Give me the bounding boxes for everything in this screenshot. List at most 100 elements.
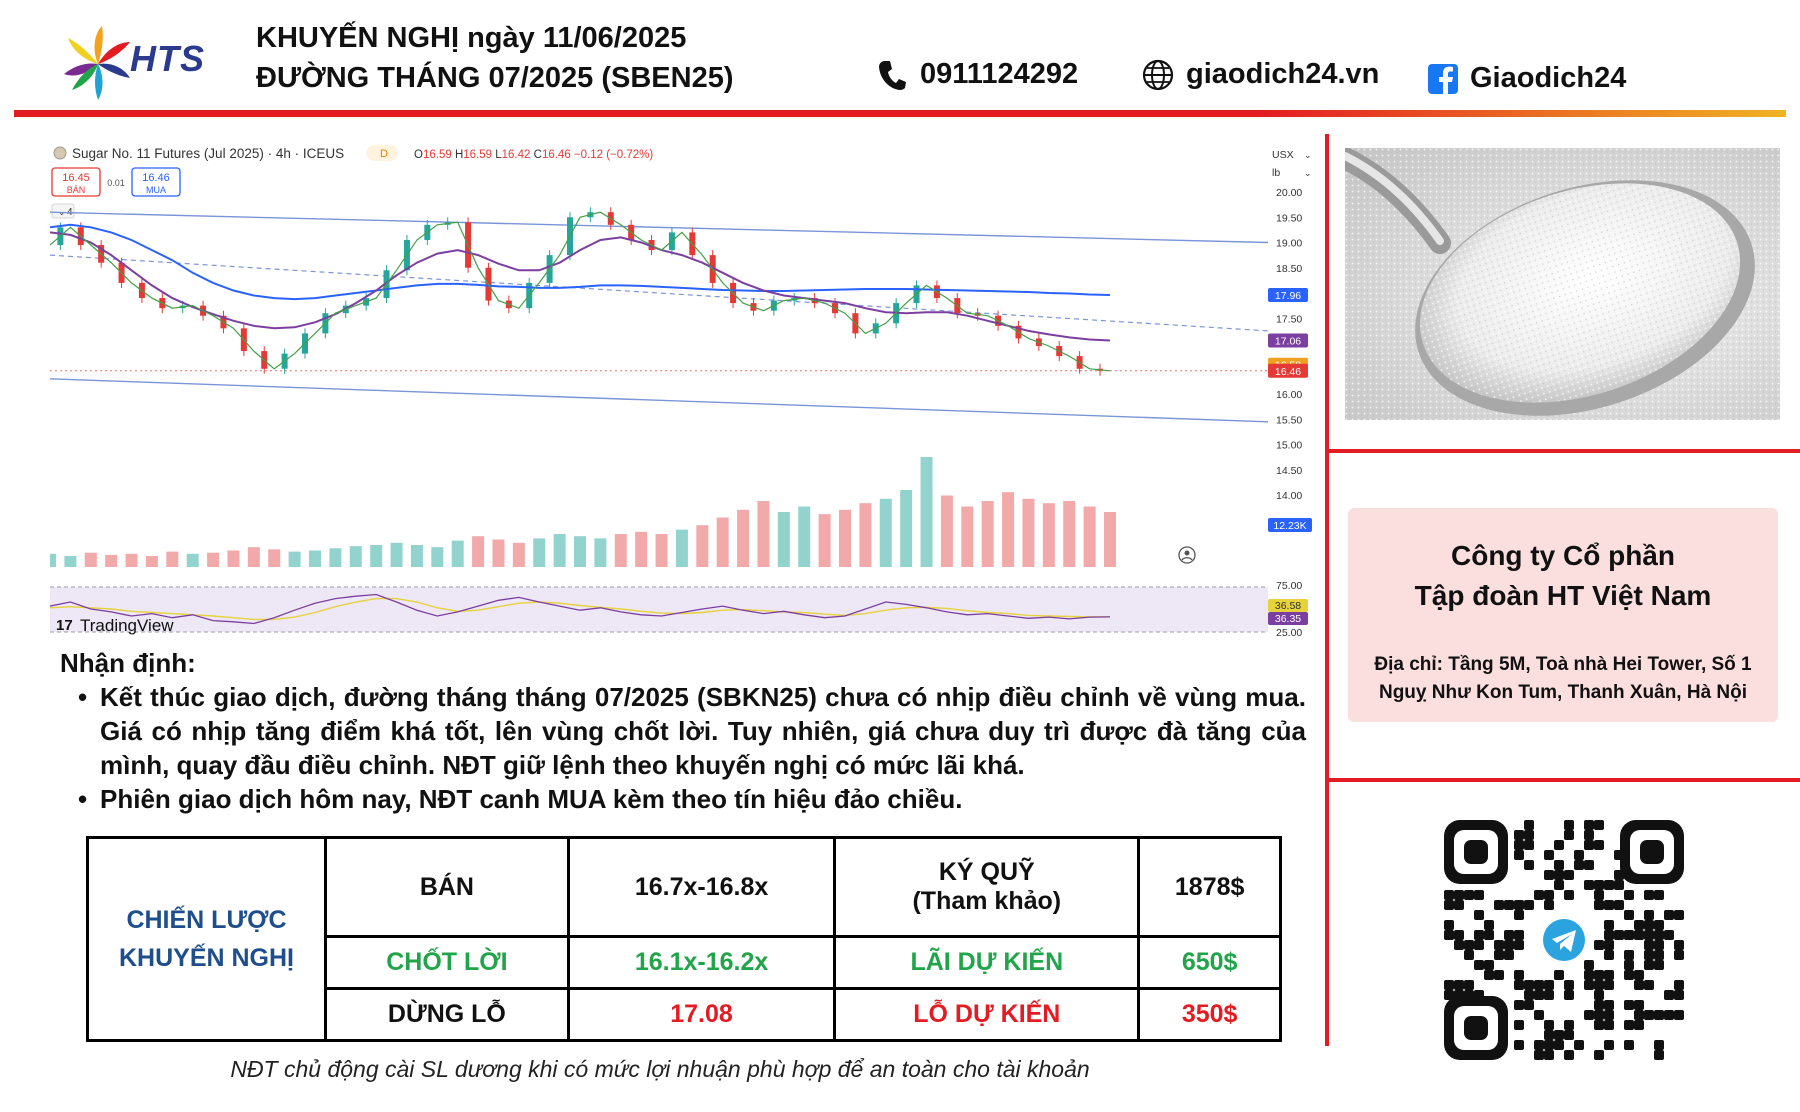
chart-svg: Sugar No. 11 Futures (Jul 2025) · 4h · I… — [50, 140, 1318, 636]
qr-cell — [1604, 950, 1614, 960]
qr-cell — [1544, 1040, 1554, 1050]
volume-bar — [777, 512, 790, 567]
qr-cell — [1474, 930, 1484, 940]
qr-cell — [1544, 1050, 1554, 1060]
qr-cell — [1624, 1020, 1634, 1030]
qr-cell — [1464, 950, 1474, 960]
rsi-tag-label: 36.35 — [1275, 613, 1301, 625]
volume-bar — [879, 498, 892, 567]
volume-bar — [309, 550, 321, 567]
chevron-down-icon: ⌄ — [1304, 169, 1312, 179]
expected-profit-amount-cell: 650$ — [1137, 935, 1282, 991]
phone-icon — [879, 60, 906, 90]
buy-box[interactable]: 16.46 MUA — [131, 167, 181, 197]
currency-selector[interactable]: USX — [1272, 149, 1294, 161]
qr-cell — [1524, 1000, 1534, 1010]
qr-cell — [1514, 1020, 1524, 1030]
contact-website[interactable]: giaodich24.vn — [1142, 58, 1379, 91]
channel-upper-line — [50, 211, 1269, 244]
price-lines — [50, 207, 1111, 376]
margin-label: KÝ QUỸ — [938, 858, 1035, 887]
qr-cell — [1594, 890, 1604, 900]
bullet-dot: • — [78, 784, 88, 814]
qr-cell — [1644, 940, 1654, 950]
ohlc-low: 16.42 — [502, 149, 531, 161]
qr-cell — [1484, 970, 1494, 980]
company-name-line2: Tập đoàn HT Việt Nam — [1414, 580, 1712, 611]
qr-cell — [1664, 930, 1674, 940]
contact-phone[interactable]: 0911124292 — [878, 58, 1078, 91]
qr-cell — [1514, 1040, 1524, 1050]
analysis-bullet: • Phiên giao dịch hôm nay, NĐT canh MUA … — [78, 782, 1306, 816]
volume-bar — [920, 457, 933, 567]
ohlc-high-label: H — [455, 149, 463, 161]
volume-bar — [798, 506, 811, 567]
phone-number[interactable]: 0911124292 — [920, 58, 1079, 90]
facebook-page[interactable]: Giaodich24 — [1470, 62, 1627, 94]
volume-bar — [940, 495, 953, 567]
qr-cell — [1654, 1010, 1664, 1020]
telegram-qr-code[interactable] — [1444, 820, 1684, 1060]
ohlc-close: 16.46 — [542, 149, 571, 161]
qr-cell — [1654, 930, 1664, 940]
volume-bar — [472, 536, 485, 567]
qr-cell — [1514, 970, 1524, 980]
website-link[interactable]: giaodich24.vn — [1186, 58, 1380, 90]
qr-cell — [1624, 1040, 1634, 1050]
facebook-icon — [1428, 63, 1458, 94]
qr-cell — [1624, 970, 1634, 980]
volume-bar — [288, 551, 301, 567]
qr-cell — [1464, 980, 1474, 990]
qr-cells — [1444, 820, 1684, 1060]
watermark-text: TradingView — [80, 616, 174, 635]
replay-icon[interactable] — [1178, 546, 1196, 564]
qr-cell — [1474, 960, 1484, 970]
ohlc-low-label: L — [495, 149, 502, 161]
unit-selector[interactable]: lb — [1272, 167, 1280, 179]
qr-cell — [1604, 970, 1614, 980]
qr-cell — [1654, 950, 1664, 960]
qr-cell — [1544, 990, 1554, 1000]
strategy-label-line1: CHIẾN LƯỢC — [126, 906, 287, 934]
qr-cell — [1454, 890, 1464, 900]
qr-cell — [1604, 1040, 1614, 1050]
volume-bar — [329, 548, 342, 567]
rsi-tick-label: 25.00 — [1276, 627, 1302, 636]
ohlc-high: 16.59 — [463, 149, 492, 161]
qr-cell — [1554, 1030, 1564, 1040]
volume-bar — [410, 545, 423, 567]
qr-cell — [1654, 940, 1664, 950]
indicator-toggle[interactable]: ⌄ 4 — [51, 203, 75, 219]
contact-facebook[interactable]: Giaodich24 — [1428, 62, 1626, 95]
rsi-tag-label: 36.58 — [1275, 600, 1301, 612]
volume-bar — [451, 540, 464, 567]
qr-finder-top-right — [1620, 820, 1684, 884]
volume-bar — [635, 531, 648, 567]
qr-cell — [1644, 910, 1654, 920]
table-row: CHỐT LỜI 16.1x-16.2x LÃI DỰ KIẾN 650$ — [88, 935, 1282, 991]
qr-cell — [1564, 1020, 1574, 1030]
volume-bar — [716, 517, 729, 567]
volume-bar — [1002, 492, 1015, 567]
volume-bar — [390, 542, 403, 567]
qr-cell — [1644, 980, 1654, 990]
strategy-label: CHIẾN LƯỢC KHUYẾN NGHỊ — [86, 836, 327, 1042]
qr-cell — [1644, 1010, 1654, 1020]
qr-cell — [1594, 1020, 1604, 1030]
price-line — [50, 211, 1111, 372]
qr-cell — [1454, 940, 1464, 950]
sell-box[interactable]: 16.45 BÁN — [51, 167, 101, 197]
sell-price: 16.45 — [62, 172, 90, 184]
qr-cell — [1574, 1040, 1584, 1050]
volume-bar — [1083, 506, 1096, 567]
page-subtitle: ĐƯỜNG THÁNG 07/2025 (SBEN25) — [256, 62, 734, 94]
qr-cell — [1514, 1000, 1524, 1010]
globe-icon — [1142, 59, 1174, 90]
right-panel-separator — [1325, 449, 1800, 453]
qr-cell — [1524, 980, 1534, 990]
qr-cell — [1454, 980, 1464, 990]
qr-cell — [1514, 830, 1524, 840]
ohlc-readout: O16.59 H16.59 L16.42 C16.46 −0.12 (−0.72… — [414, 149, 653, 161]
qr-cell — [1564, 990, 1574, 1000]
